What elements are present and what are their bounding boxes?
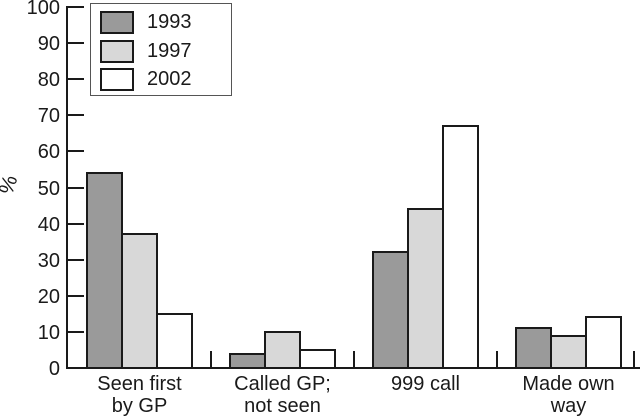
category-separator-tick-4 [633, 351, 635, 367]
bar-seen-first-by-gp-1993 [86, 172, 123, 369]
y-tick-30 [66, 258, 84, 261]
x-category-label-line: way [550, 395, 587, 417]
y-tick-label-60: 60 [37, 141, 60, 164]
bar-made-own-way-1993 [515, 327, 552, 369]
legend-label-1997: 1997 [147, 39, 192, 62]
y-tick-60 [66, 150, 84, 153]
y-tick-50 [66, 186, 84, 189]
bar-999-call-1997 [407, 208, 444, 369]
x-category-label-line: Seen first [97, 373, 182, 395]
x-category-label-line: by GP [111, 395, 168, 417]
x-category-label-line: not seen [244, 395, 321, 417]
bar-called-gp-not-seen-1997 [264, 330, 301, 369]
bar-made-own-way-2002 [585, 316, 622, 369]
bar-999-call-2002 [442, 125, 479, 369]
category-separator-tick-2 [353, 351, 355, 367]
legend-swatch-2002 [100, 68, 134, 91]
y-tick-10 [66, 330, 84, 333]
y-tick-20 [66, 294, 84, 297]
x-axis-line [66, 367, 640, 369]
bar-seen-first-by-gp-1997 [121, 233, 158, 369]
legend-label-2002: 2002 [147, 68, 192, 90]
legend-item-1997: 1997 [100, 39, 192, 63]
y-tick-label-70: 70 [37, 105, 60, 128]
bar-made-own-way-1997 [550, 334, 587, 369]
legend-item-2002: 2002 [100, 68, 192, 91]
y-tick-label-20: 20 [37, 285, 60, 308]
y-tick-90 [66, 42, 84, 45]
x-category-label-line: Called GP; [234, 373, 331, 395]
y-tick-label-40: 40 [37, 213, 60, 236]
x-category-label-seen-first-by-gp: Seen first by GP [65, 373, 215, 417]
legend-swatch-1997 [100, 39, 134, 63]
y-tick-100 [66, 6, 84, 8]
x-category-label-line: 999 call [391, 373, 460, 395]
y-tick-80 [66, 78, 84, 81]
category-separator-tick-1 [210, 351, 212, 367]
x-category-label-made-own-way: Made own way [494, 373, 640, 417]
y-tick-label-10: 10 [37, 321, 60, 344]
legend-swatch-1993 [100, 11, 134, 34]
bar-called-gp-not-seen-1993 [229, 352, 266, 369]
category-separator-tick-3 [496, 351, 498, 367]
y-tick-label-90: 90 [37, 33, 60, 56]
y-tick-label-0: 0 [48, 358, 60, 380]
y-tick-label-30: 30 [37, 249, 60, 272]
y-tick-70 [66, 114, 84, 117]
legend-item-1993: 1993 [100, 11, 192, 34]
bar-seen-first-by-gp-2002 [156, 312, 193, 369]
bar-999-call-1993 [372, 251, 409, 369]
legend: 1993 1997 2002 [90, 3, 232, 96]
x-category-label-999-call: 999 call [351, 373, 501, 395]
legend-label-1993: 1993 [147, 11, 192, 33]
x-category-label-line: Made own [522, 373, 615, 395]
y-tick-label-100: 100 [26, 0, 60, 19]
y-tick-label-80: 80 [37, 69, 60, 92]
x-category-label-called-gp-not-seen: Called GP; not seen [208, 373, 358, 417]
bar-called-gp-not-seen-2002 [299, 348, 336, 369]
y-tick-label-50: 50 [37, 177, 60, 200]
y-tick-40 [66, 222, 84, 225]
